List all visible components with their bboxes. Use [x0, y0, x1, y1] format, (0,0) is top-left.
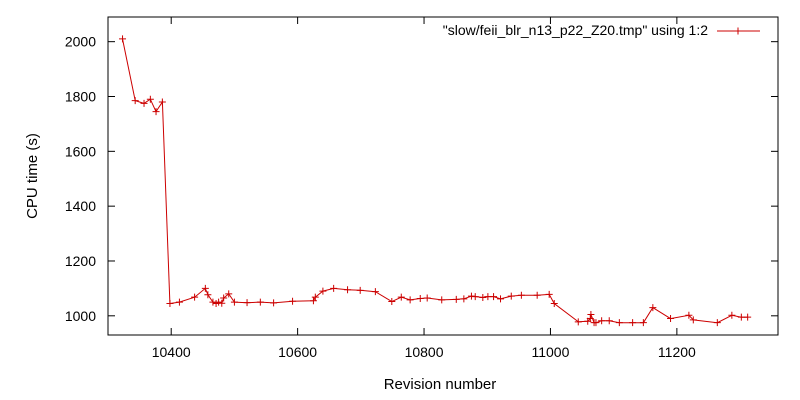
- y-tick-label: 1600: [65, 143, 96, 159]
- data-point: [166, 299, 174, 307]
- data-point: [131, 97, 139, 105]
- x-tick-label: 11200: [658, 344, 696, 360]
- y-axis-label: CPU time (s): [24, 133, 41, 219]
- data-point: [204, 291, 212, 299]
- data-point: [533, 291, 541, 299]
- y-axis-ticks: 1000 1200 1400 1600 1800 2000: [65, 34, 778, 324]
- data-point: [587, 310, 595, 318]
- data-point: [479, 293, 487, 301]
- data-point: [309, 297, 317, 305]
- data-point: [220, 294, 228, 302]
- data-point: [140, 99, 148, 107]
- y-tick-label: 1400: [65, 198, 96, 214]
- data-point: [158, 98, 166, 106]
- data-point: [215, 298, 223, 306]
- data-point: [311, 293, 319, 301]
- data-point: [517, 291, 525, 299]
- data-point: [744, 313, 752, 321]
- data-point: [605, 317, 613, 325]
- data-point: [388, 298, 396, 306]
- y-tick-label: 1800: [65, 89, 96, 105]
- data-point: [191, 293, 199, 301]
- data-point: [490, 293, 498, 301]
- data-point: [225, 290, 233, 298]
- data-point: [545, 290, 553, 298]
- data-point: [243, 299, 251, 307]
- data-point: [423, 294, 431, 302]
- data-point: [649, 304, 657, 312]
- data-point: [689, 316, 697, 324]
- data-point: [467, 292, 475, 300]
- x-axis-label: Revision number: [384, 376, 497, 393]
- data-point: [344, 286, 352, 294]
- data-point: [371, 288, 379, 296]
- data-point: [629, 319, 637, 327]
- x-tick-label: 10600: [278, 344, 317, 360]
- legend-marker: [734, 27, 742, 35]
- data-point: [460, 295, 468, 303]
- data-point: [685, 311, 693, 319]
- data-point: [667, 315, 675, 323]
- data-point: [713, 319, 721, 327]
- data-point: [146, 95, 154, 103]
- data-point: [452, 295, 460, 303]
- data-point: [586, 315, 594, 323]
- data-point: [270, 299, 278, 307]
- x-axis-ticks: 10400 10600 10800 11000 11200: [152, 17, 696, 360]
- plot-frame: [107, 16, 779, 336]
- x-tick-label: 10800: [405, 344, 444, 360]
- data-point: [406, 296, 414, 304]
- data-point: [471, 293, 479, 301]
- data-point: [598, 317, 606, 325]
- x-tick-label: 11000: [531, 344, 569, 360]
- series-cpu-time: [119, 35, 752, 327]
- data-point: [438, 296, 446, 304]
- data-point: [319, 287, 327, 295]
- data-point: [330, 284, 338, 292]
- data-point: [550, 299, 558, 307]
- data-point: [230, 298, 238, 306]
- legend: "slow/feii_blr_n13_p22_Z20.tmp" using 1:…: [443, 22, 760, 38]
- data-point: [356, 286, 364, 294]
- data-point: [574, 318, 582, 326]
- data-point: [615, 319, 623, 327]
- data-point: [152, 108, 160, 116]
- data-point: [737, 313, 745, 321]
- data-point: [497, 295, 505, 303]
- x-tick-label: 10400: [152, 344, 191, 360]
- data-point: [728, 311, 736, 319]
- y-tick-label: 1000: [65, 308, 96, 324]
- data-point: [592, 319, 600, 327]
- data-point: [119, 35, 127, 43]
- data-point: [416, 295, 424, 303]
- data-point: [639, 319, 647, 327]
- y-tick-label: 2000: [65, 34, 96, 50]
- data-point: [218, 299, 226, 307]
- data-point: [175, 298, 183, 306]
- y-tick-label: 1200: [65, 253, 96, 269]
- legend-series-label: "slow/feii_blr_n13_p22_Z20.tmp" using 1:…: [443, 22, 708, 38]
- series-line: [122, 38, 748, 324]
- data-point: [201, 284, 209, 292]
- data-point: [256, 298, 264, 306]
- data-point: [507, 292, 515, 300]
- data-point: [397, 293, 405, 301]
- data-point: [289, 297, 297, 305]
